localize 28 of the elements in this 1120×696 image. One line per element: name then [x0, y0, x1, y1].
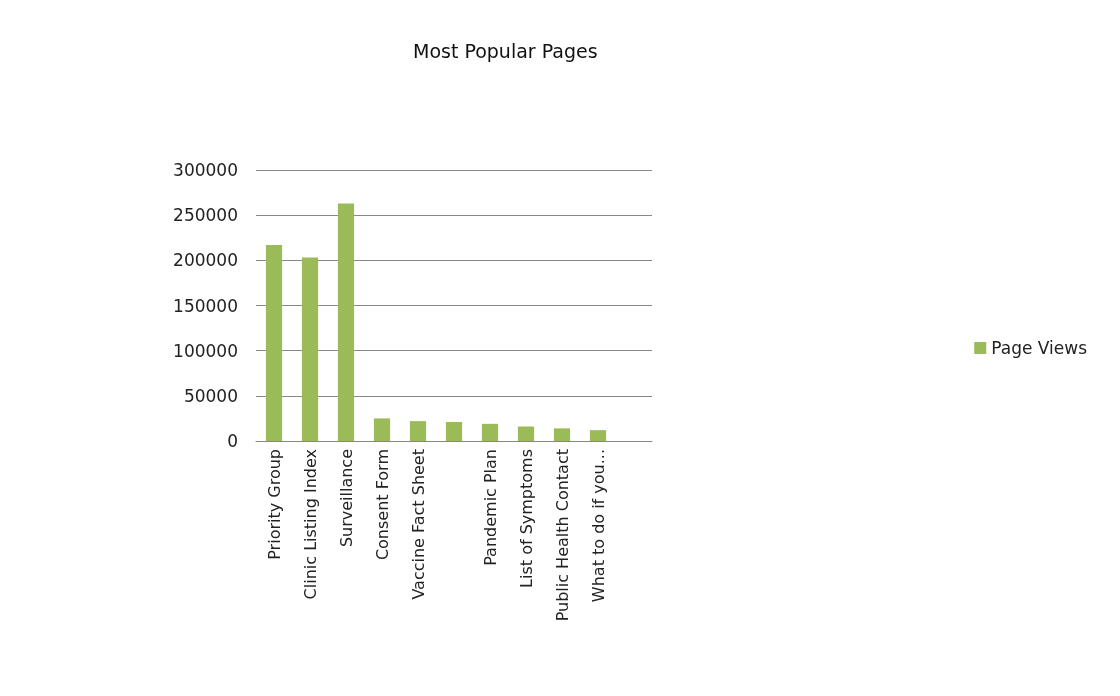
bar: [337, 203, 355, 441]
x-tick-label: Surveillance: [336, 449, 356, 548]
bar: [481, 423, 499, 441]
bar: [589, 430, 607, 441]
chart-title: Most Popular Pages: [413, 39, 598, 62]
x-tick-label: Vaccine Fact Sheet: [408, 449, 428, 600]
y-tick-label: 50000: [183, 385, 238, 406]
y-tick-label: 300000: [173, 160, 238, 180]
x-tick-label: Pandemic Plan: [480, 449, 500, 566]
y-tick-label: 200000: [173, 250, 238, 271]
legend-label: Page Views: [991, 338, 1088, 358]
y-tick-label: 250000: [173, 205, 238, 226]
bar: [265, 244, 283, 441]
x-tick-label: Clinic Listing Index: [300, 449, 320, 600]
x-tick-label: What to do if you...: [588, 449, 608, 603]
y-tick-label: 100000: [173, 340, 238, 361]
bar: [445, 422, 463, 441]
bar: [553, 428, 571, 441]
x-tick-label: Public Health Contact: [552, 449, 572, 622]
y-tick-label: 0: [227, 431, 238, 451]
y-tick-label: 150000: [173, 295, 238, 316]
bar: [517, 426, 535, 441]
x-tick-label: Priority Group: [264, 449, 284, 560]
bar: [409, 421, 427, 441]
bar: [301, 257, 319, 441]
x-tick-label: List of Symptoms: [516, 449, 536, 588]
bar: [373, 418, 391, 441]
x-tick-label: Consent Form: [372, 449, 392, 561]
